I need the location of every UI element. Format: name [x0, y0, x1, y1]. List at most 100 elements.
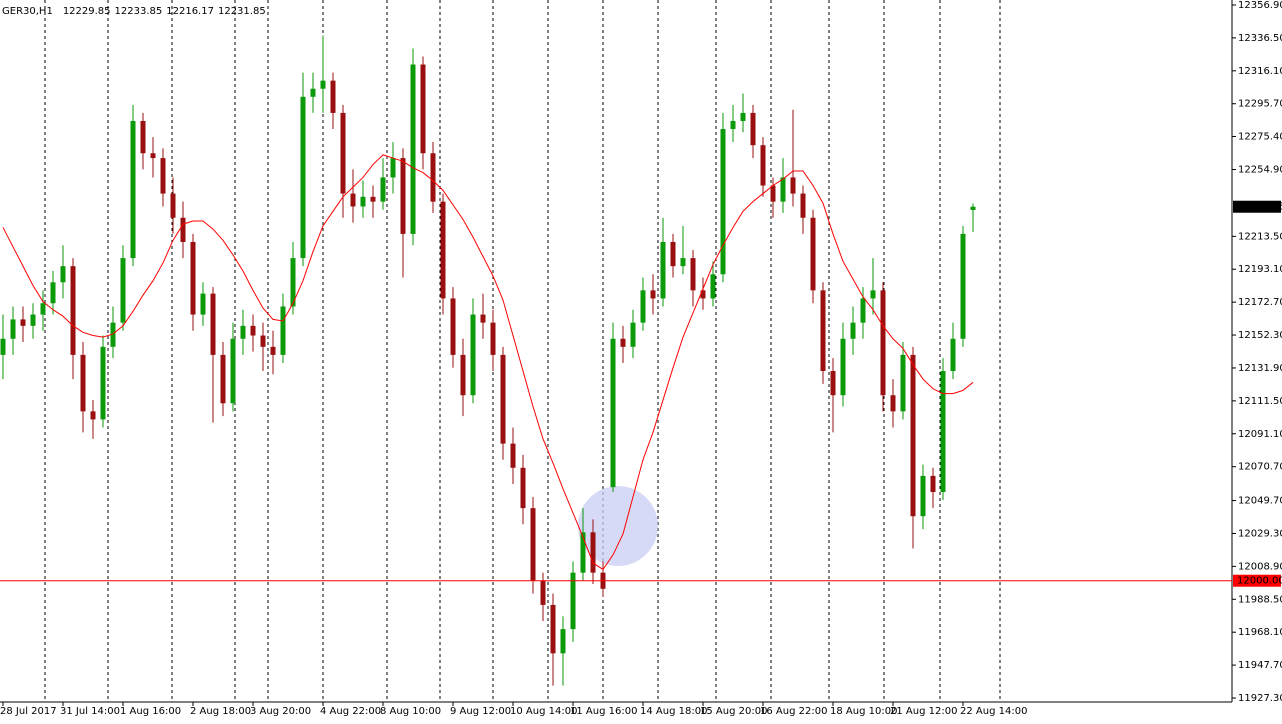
y-tick-label: 12254.90 — [1238, 165, 1282, 176]
x-tick-label: 3 Aug 20:00 — [250, 706, 311, 717]
candle-body — [60, 266, 66, 283]
candle-body — [300, 96, 306, 259]
candle-body — [610, 338, 616, 488]
candle-body — [470, 314, 476, 396]
x-tick-label: 15 Aug 20:00 — [700, 706, 767, 717]
candle-body — [370, 196, 376, 202]
candle-body — [450, 298, 456, 355]
candle-body — [590, 532, 596, 573]
candle-body — [380, 177, 386, 202]
candle-body — [290, 258, 296, 307]
candle-body — [740, 112, 746, 121]
y-tick-label: 11947.70 — [1238, 660, 1282, 671]
candle-body — [110, 322, 116, 347]
candle-body — [930, 475, 936, 493]
candle-body — [840, 338, 846, 396]
candle-body — [80, 354, 86, 412]
candle-body — [910, 354, 916, 517]
high-value: 12233.85 — [115, 6, 163, 17]
x-tick-label: 16 Aug 22:00 — [760, 706, 827, 717]
candle-body — [220, 354, 226, 404]
y-tick-label: 12356.90 — [1238, 0, 1282, 11]
candle-body — [190, 241, 196, 315]
candle-body — [0, 338, 6, 355]
candle-body — [530, 508, 536, 581]
candle-body — [690, 258, 696, 291]
candle-body — [40, 303, 46, 315]
candle-body — [850, 322, 856, 339]
y-tick-label: 11988.50 — [1238, 594, 1282, 605]
candle-body — [790, 177, 796, 194]
x-tick-label: 18 Aug 10:00 — [830, 706, 897, 717]
x-tick-label: 11 Aug 16:00 — [570, 706, 637, 717]
candle-body — [640, 290, 646, 323]
candle-body — [700, 290, 706, 299]
candle-body — [830, 371, 836, 396]
y-tick-label: 12070.70 — [1238, 462, 1282, 473]
candle-body — [900, 354, 906, 412]
candle-body — [260, 335, 266, 347]
current-price-label: 12231.85 — [1237, 202, 1282, 213]
candle-body — [670, 241, 676, 267]
candle-body — [10, 319, 16, 339]
candle-body — [270, 346, 276, 355]
candle-body — [490, 322, 496, 355]
candle-body — [810, 217, 816, 291]
candle-body — [630, 322, 636, 347]
candle-body — [460, 354, 466, 396]
candle-body — [100, 346, 106, 420]
y-tick-label: 12008.90 — [1238, 561, 1282, 572]
x-tick-label: 2 Aug 18:00 — [190, 706, 251, 717]
x-tick-label: 9 Aug 12:00 — [450, 706, 511, 717]
candle-body — [170, 193, 176, 218]
candle-body — [210, 293, 216, 355]
candle-body — [680, 258, 686, 267]
x-tick-label: 28 Jul 2017 — [0, 706, 57, 717]
candle-body — [500, 354, 506, 444]
candle-body — [650, 290, 656, 299]
candle-body — [950, 338, 956, 372]
plot — [0, 35, 976, 686]
candle-body — [70, 266, 76, 355]
candle-body — [560, 629, 566, 654]
candle-body — [430, 153, 436, 202]
candle-body — [30, 314, 36, 326]
price-label-box — [1233, 574, 1281, 587]
y-tick-label: 12193.10 — [1238, 264, 1282, 275]
candle-body — [730, 120, 736, 130]
candle-body — [350, 193, 356, 207]
candle-body — [540, 580, 546, 605]
candle-body — [770, 185, 776, 202]
candle-body — [140, 120, 146, 154]
candle-body — [860, 298, 866, 323]
close-value: 12231.85 — [218, 6, 266, 17]
candle-body — [180, 217, 186, 242]
candle-body — [250, 325, 256, 336]
x-tick-label: 14 Aug 18:00 — [640, 706, 707, 717]
y-tick-label: 12049.70 — [1238, 496, 1282, 507]
candle-body — [710, 274, 716, 299]
x-tick-label: 22 Aug 14:00 — [960, 706, 1027, 717]
candle-body — [880, 290, 886, 396]
x-tick-label: 31 Jul 14:00 — [60, 706, 120, 717]
x-tick-label: 21 Aug 12:00 — [890, 706, 957, 717]
candle-body — [580, 532, 586, 573]
candle-body — [150, 153, 156, 159]
candle-body — [510, 443, 516, 468]
y-tick-label: 12336.50 — [1238, 33, 1282, 44]
candle-body — [550, 604, 556, 654]
open-value: 12229.85 — [63, 6, 111, 17]
candle-body — [120, 258, 126, 323]
candle-body — [50, 282, 56, 304]
candle-body — [890, 395, 896, 412]
header: GER30,H1 12229.85 12233.85 12216.17 1223… — [2, 6, 266, 17]
candle-body — [620, 338, 626, 347]
y-tick-label: 12316.10 — [1238, 66, 1282, 77]
y-tick-label: 12111.50 — [1238, 396, 1282, 407]
candle-body — [570, 572, 576, 630]
candle-body — [200, 293, 206, 315]
candle-body — [420, 64, 426, 154]
symbol: GER30,H1 — [2, 6, 53, 17]
